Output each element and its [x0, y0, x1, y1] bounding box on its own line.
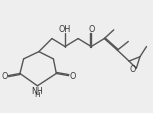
Text: O: O — [130, 64, 136, 73]
Text: O: O — [70, 72, 76, 80]
Text: OH: OH — [59, 25, 71, 34]
Text: H: H — [35, 91, 40, 97]
Text: O: O — [1, 72, 7, 80]
Text: NH: NH — [32, 86, 43, 95]
Text: O: O — [88, 25, 94, 34]
